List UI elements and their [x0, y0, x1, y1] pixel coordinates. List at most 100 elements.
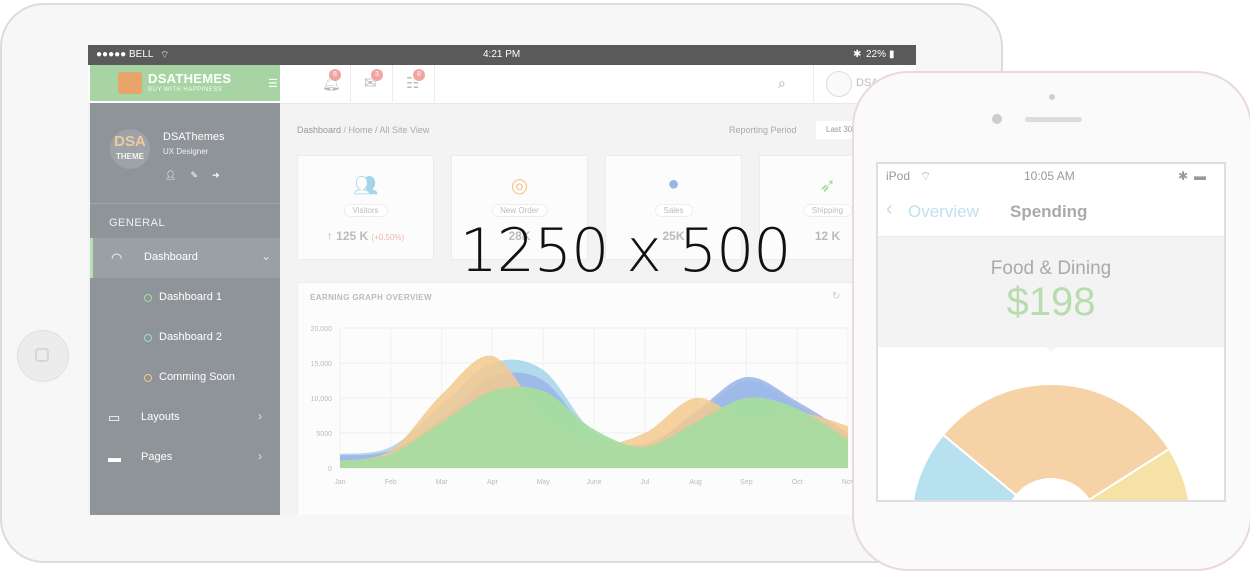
avatar — [826, 71, 852, 97]
dot-icon — [144, 374, 152, 382]
y-tick-label: 10,000 — [311, 396, 333, 403]
stat-card-value: 28K — [508, 229, 531, 243]
x-tick-label: May — [537, 479, 551, 486]
users-icon: 👥︎ — [352, 175, 379, 197]
bluetooth-icon: ✱ — [853, 49, 862, 60]
sidebar-divider — [90, 203, 280, 204]
stat-card-label: Shipping — [802, 204, 853, 217]
donut-segment-0 — [912, 433, 1018, 500]
brand-name: DSATHEMES — [148, 71, 232, 86]
refresh-icon[interactable]: ↻ — [832, 291, 841, 302]
phone-time: 10:05 AM — [1024, 169, 1075, 183]
x-tick-label: Feb — [385, 479, 397, 486]
chevron-down-icon: ⌄ — [261, 249, 272, 263]
stat-card-visitors: 👥︎ Visitors ↑ 125 K (+0.50%) — [297, 155, 434, 260]
back-button[interactable]: Overview — [908, 202, 979, 221]
pointer-caret — [1044, 345, 1058, 352]
menu-toggle-icon[interactable]: ☰ — [268, 78, 278, 90]
x-tick-label: Apr — [487, 479, 499, 486]
sidebar-item-layouts[interactable]: ▭ Layouts › — [90, 398, 280, 438]
stat-card-value: 12 K — [814, 229, 841, 243]
brand-tagline: BUY WITH HAPPINESS — [148, 87, 223, 93]
wifi-icon: ⌔ — [160, 50, 170, 61]
messages-badge: 3 — [371, 69, 383, 81]
camera-icon — [1049, 94, 1055, 100]
arrow-up-icon: ↑ — [326, 229, 333, 243]
sidebar-item-dashboard[interactable]: ◠ Dashboard ⌄ — [90, 238, 280, 278]
battery-icon: ▬ — [1194, 169, 1206, 183]
tablet-screen: ●●●●● BELL ⌔ 4:21 PM ✱ 22% ▮ DSATHEMES B… — [88, 45, 916, 515]
sidebar-item-pages[interactable]: ▬ Pages › — [90, 438, 280, 478]
x-tick-label: Sep — [740, 479, 753, 486]
dollar-icon: ● — [667, 173, 680, 195]
dot-icon — [144, 334, 152, 342]
donut-segment-2 — [1087, 447, 1190, 500]
chevron-left-icon[interactable]: ‹ — [886, 198, 893, 220]
target-icon: ◎ — [510, 175, 529, 197]
sidebar-subitem-coming-soon[interactable]: Comming Soon — [90, 358, 280, 398]
breadcrumb-root[interactable]: Dashboard — [297, 125, 342, 135]
tablet-home-button[interactable] — [17, 330, 69, 382]
area-series-0 — [340, 386, 848, 468]
reporting-period-label: Reporting Period — [729, 125, 797, 135]
category-name: Food & Dining — [990, 258, 1112, 279]
sidebar-subitem-dashboard-1[interactable]: Dashboard 1 — [90, 278, 280, 318]
carrier-label: ●●●●● BELL — [96, 49, 154, 60]
x-tick-label: Oct — [792, 479, 803, 486]
sidebar-section-title: GENERAL — [109, 217, 166, 229]
sidebar-subitem-label: Dashboard 1 — [159, 291, 222, 303]
dimensions-label: 1250 x 500 — [459, 216, 792, 286]
graph-title: EARNING GRAPH OVERVIEW — [310, 293, 432, 302]
profile-actions: 👤︎ ✎ ➜ — [165, 170, 234, 181]
folder-icon: ▬ — [108, 450, 121, 465]
bluetooth-icon: ✱ — [1178, 169, 1189, 183]
front-camera-icon — [992, 114, 1002, 124]
stat-card-label: New Order — [491, 204, 548, 217]
stat-card-value: ↑ 125 K (+0.50%) — [326, 229, 405, 243]
y-tick-label: 15,000 — [311, 361, 333, 368]
gauge-icon: ◠ — [111, 250, 123, 265]
y-tick-label: 5000 — [316, 431, 332, 438]
x-tick-label: June — [586, 479, 601, 486]
tasks-button[interactable]: ☷ 8 — [392, 65, 435, 102]
battery-icon: ▮ — [889, 49, 895, 60]
phone-status-bar: iPod ⌔ 10:05 AM ✱ ▬ — [878, 164, 1224, 188]
x-tick-label: Aug — [689, 479, 702, 486]
profile-avatar: DSA THEME — [110, 129, 150, 169]
brand-area[interactable]: DSATHEMES BUY WITH HAPPINESS ☰ — [90, 65, 280, 101]
stat-card-new-order: ◎ New Order 28K — [451, 155, 588, 260]
sidebar-subitem-dashboard-2[interactable]: Dashboard 2 — [90, 318, 280, 358]
spending-donut-chart[interactable] — [878, 354, 1224, 502]
category-amount: $198 — [1006, 280, 1096, 324]
monitor-icon: ▭ — [108, 410, 121, 425]
breadcrumb-path: / Home / All Site View — [341, 125, 430, 135]
stat-card-label: Sales — [654, 204, 693, 217]
profile-name: DSAThemes — [163, 131, 225, 143]
x-tick-label: Mar — [436, 479, 449, 486]
x-tick-label: Jan — [334, 479, 345, 486]
x-tick-label: Nov — [842, 479, 855, 486]
tasks-badge: 8 — [413, 69, 425, 81]
phone-title: Spending — [1010, 202, 1088, 221]
sidebar-item-label: Dashboard — [144, 251, 198, 263]
phone-carrier: iPod — [886, 169, 911, 183]
stat-card-value: 25K — [662, 229, 685, 243]
phone-nav-bar: ‹ Overview Spending — [878, 188, 1224, 237]
profile-role: UX Designer — [163, 147, 209, 156]
top-navbar: DSATHEMES BUY WITH HAPPINESS ☰ 🔔︎ 8 ✉ 3 … — [88, 65, 916, 104]
brand-logo-icon — [118, 72, 142, 94]
sidebar-subitem-label: Comming Soon — [159, 371, 235, 383]
sidebar-subitem-label: Dashboard 2 — [159, 331, 222, 343]
messages-button[interactable]: ✉ 3 — [350, 65, 393, 102]
search-icon[interactable]: ⌕ — [778, 75, 786, 91]
logout-icon[interactable]: ➜ — [211, 170, 220, 180]
dot-icon — [144, 294, 152, 302]
rocket-icon: ➶ — [819, 175, 836, 197]
user-icon[interactable]: 👤︎ — [165, 170, 177, 180]
stat-card-label: Visitors — [343, 204, 388, 217]
status-time: 4:21 PM — [483, 49, 521, 60]
phone-screen: iPod ⌔ 10:05 AM ✱ ▬ ‹ Overview Spending … — [876, 162, 1226, 502]
edit-icon[interactable]: ✎ — [190, 170, 198, 180]
notifications-button[interactable]: 🔔︎ 8 — [308, 65, 351, 102]
breadcrumb: Dashboard / Home / All Site View — [297, 125, 429, 135]
